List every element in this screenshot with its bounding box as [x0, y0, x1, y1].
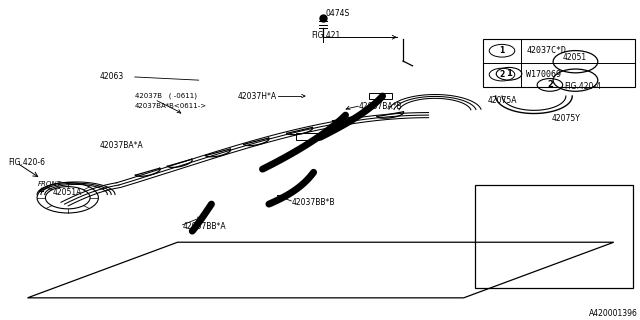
- Text: 42037H*A: 42037H*A: [237, 92, 276, 100]
- Text: 42037BB*B: 42037BB*B: [291, 198, 335, 207]
- Text: 42037BA*A: 42037BA*A: [100, 141, 143, 150]
- Text: 2: 2: [499, 70, 504, 79]
- Text: FIG.420-6: FIG.420-6: [8, 158, 45, 167]
- Text: 42037BB*A: 42037BB*A: [182, 222, 227, 231]
- Text: 1: 1: [499, 46, 504, 55]
- Text: 42037BA*B: 42037BA*B: [358, 102, 402, 111]
- Text: A420001396: A420001396: [589, 309, 638, 318]
- Text: 1: 1: [506, 69, 512, 78]
- Text: FRONT: FRONT: [38, 180, 61, 187]
- Text: 42075Y: 42075Y: [551, 114, 580, 123]
- Text: 42037B   ( -0611): 42037B ( -0611): [135, 93, 197, 99]
- Text: 42051A: 42051A: [53, 188, 83, 197]
- Text: 42063: 42063: [100, 72, 124, 82]
- Text: 42037BA*B<0611->: 42037BA*B<0611->: [135, 103, 207, 108]
- Text: 42051: 42051: [563, 53, 587, 62]
- Text: W170069: W170069: [526, 70, 561, 79]
- Text: 2: 2: [547, 80, 553, 89]
- Text: FIG.420-4: FIG.420-4: [564, 82, 601, 91]
- Text: 42037C*D: 42037C*D: [526, 46, 566, 55]
- Text: FIG.421: FIG.421: [311, 31, 340, 40]
- Text: 42075A: 42075A: [487, 96, 517, 105]
- Text: 0474S: 0474S: [325, 9, 349, 18]
